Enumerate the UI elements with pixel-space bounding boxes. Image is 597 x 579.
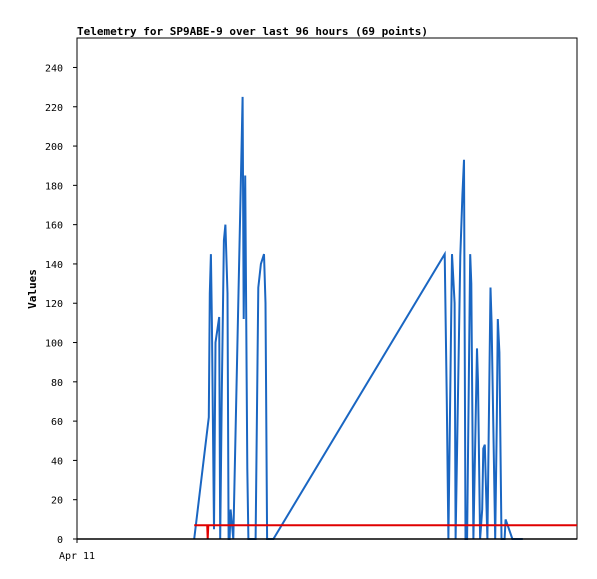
- plot-frame: [76, 37, 578, 540]
- y-tick-label: 140: [45, 260, 63, 271]
- series-line-0: [193, 96, 523, 540]
- y-axis-ticks: 0 20 40 60 80 100 120 140 160 180 200 220 240: [45, 63, 77, 546]
- y-tick-label: 180: [45, 181, 63, 192]
- y-tick-label: 40: [51, 456, 63, 467]
- y-tick-label: 20: [51, 496, 63, 507]
- x-axis-ticks: Apr 11: [59, 539, 95, 562]
- y-tick-label: 100: [45, 339, 63, 350]
- y-tick-label: 80: [51, 378, 63, 389]
- y-tick-label: 220: [45, 103, 63, 114]
- y-tick-label: 120: [45, 299, 63, 310]
- y-tick-label: 240: [45, 63, 63, 74]
- y-tick-label: 160: [45, 221, 63, 232]
- y-tick-label: 0: [57, 535, 63, 546]
- series-line-1: [194, 524, 577, 540]
- x-tick-label: Apr 11: [59, 551, 95, 562]
- y-tick-label: 200: [45, 142, 63, 153]
- series-layer: [77, 96, 577, 540]
- y-axis-label: Values: [26, 269, 39, 309]
- y-tick-label: 60: [51, 417, 63, 428]
- chart-title: Telemetry for SP9ABE-9 over last 96 hour…: [77, 25, 428, 38]
